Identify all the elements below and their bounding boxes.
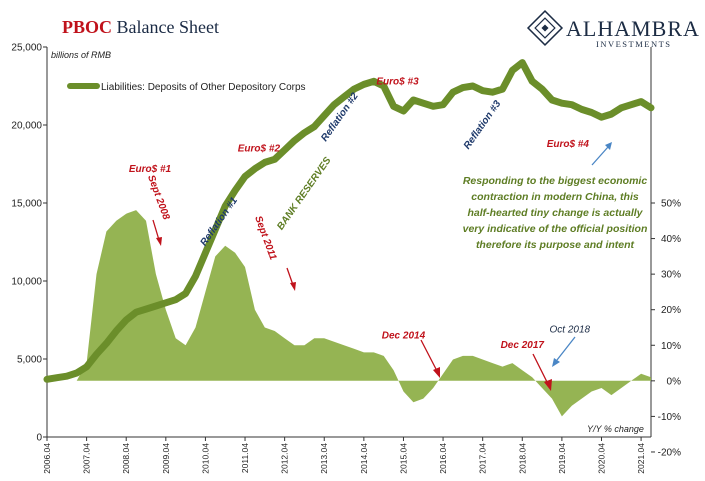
x-tick-label: 2012.04 [280, 443, 290, 474]
x-tick-label: 2007.04 [82, 443, 92, 474]
note-line: Responding to the biggest economic [463, 175, 648, 187]
right-axis-ticks: -20% -10% 0% 10% 20% 30% 40% 50% [651, 199, 682, 458]
note-line: very indicative of the official position [463, 223, 648, 235]
left-axis-label: billions of RMB [51, 50, 111, 60]
right-tick-label: 40% [661, 234, 681, 245]
x-tick-label: 2008.04 [121, 443, 131, 474]
note-line: half-hearted tiny change is actually [467, 207, 643, 219]
annotation-label: Oct 2018 [550, 324, 591, 335]
right-axis-label: Y/Y % change [587, 424, 644, 434]
note-line: therefore its purpose and intent [476, 239, 635, 251]
yoy-area [47, 210, 651, 417]
left-tick-label: 5,000 [17, 355, 42, 366]
annotation-label: Dec 2017 [501, 340, 545, 351]
left-tick-label: 15,000 [11, 199, 42, 210]
deposits-line-layer [43, 59, 655, 383]
x-tick-label: 2009.04 [161, 443, 171, 474]
x-tick-label: 2010.04 [200, 443, 210, 474]
yoy-area-layer [47, 210, 651, 417]
logo-subtitle: INVESTMENTS [596, 39, 672, 49]
x-tick-label: 2014.04 [359, 443, 369, 474]
right-tick-label: -20% [658, 447, 681, 458]
logo-diamond-icon [526, 9, 564, 47]
left-tick-label: 25,000 [11, 43, 42, 54]
right-tick-label: 50% [661, 199, 681, 210]
annotation-label: Sept 2008 [145, 174, 171, 222]
plot-frame [46, 47, 652, 438]
arrow-oct-2018 [552, 336, 576, 367]
chart-title: PBOC Balance Sheet [62, 17, 219, 37]
x-tick-label: 2016.04 [438, 443, 448, 474]
arrow-policy-note [591, 142, 612, 166]
note-line: contraction in modern China, this [471, 191, 639, 203]
annotation-label: Sept 2011 [252, 215, 278, 262]
chart-title-bold: PBOC [62, 17, 112, 37]
x-axis-ticks: 2006.04 2007.04 2008.04 2009.04 2010.04 2011.… [42, 437, 646, 474]
x-tick-label: 2006.04 [42, 443, 52, 474]
annotation-label: Euro$ #4 [547, 139, 590, 150]
annotation-label: Dec 2014 [382, 331, 426, 342]
x-tick-label: 2017.04 [478, 443, 488, 474]
annotation-label: BANK RESERVES [275, 155, 334, 232]
deposits-line [43, 59, 655, 383]
x-tick-label: 2011.04 [240, 443, 250, 473]
annotation-label: Reflation #3 [462, 98, 504, 151]
left-tick-label: 10,000 [11, 277, 42, 288]
x-tick-label: 2018.04 [517, 443, 527, 474]
chart-title-rest: Balance Sheet [112, 17, 219, 37]
annotation-arrows [152, 142, 612, 391]
annotation-label: Euro$ #3 [376, 76, 419, 87]
logo-name: ALHAMBRA [566, 16, 700, 41]
x-tick-label: 2021.04 [636, 443, 646, 474]
x-tick-label: 2019.04 [557, 443, 567, 474]
annotation-label: Euro$ #1 [129, 164, 172, 175]
right-tick-label: 20% [661, 305, 681, 316]
left-tick-label: 20,000 [11, 121, 42, 132]
right-tick-label: 30% [661, 270, 681, 281]
arrow-sept-2011 [286, 267, 296, 291]
right-tick-label: 10% [661, 341, 681, 352]
left-tick-label: 0 [36, 433, 42, 444]
arrow-dec-2017 [532, 353, 552, 391]
legend: Liabilities: Deposits of Other Depositor… [67, 82, 306, 93]
alhambra-logo: ALHAMBRA INVESTMENTS [526, 9, 700, 49]
right-tick-label: 0% [667, 376, 682, 387]
arrow-dec-2014 [420, 339, 440, 378]
policy-note: Responding to the biggest economic contra… [463, 175, 648, 251]
left-axis-ticks: 0 5,000 10,000 15,000 20,000 25,000 [11, 43, 47, 444]
annotation-label: Reflation #1 [198, 195, 240, 248]
right-tick-label: -10% [658, 412, 681, 423]
arrow-sept-2008 [152, 219, 162, 246]
x-tick-label: 2020.04 [596, 443, 606, 474]
x-tick-label: 2015.04 [398, 443, 408, 474]
legend-label: Liabilities: Deposits of Other Depositor… [101, 82, 306, 93]
annotation-label: Euro$ #2 [238, 144, 281, 155]
x-tick-label: 2013.04 [319, 443, 329, 474]
